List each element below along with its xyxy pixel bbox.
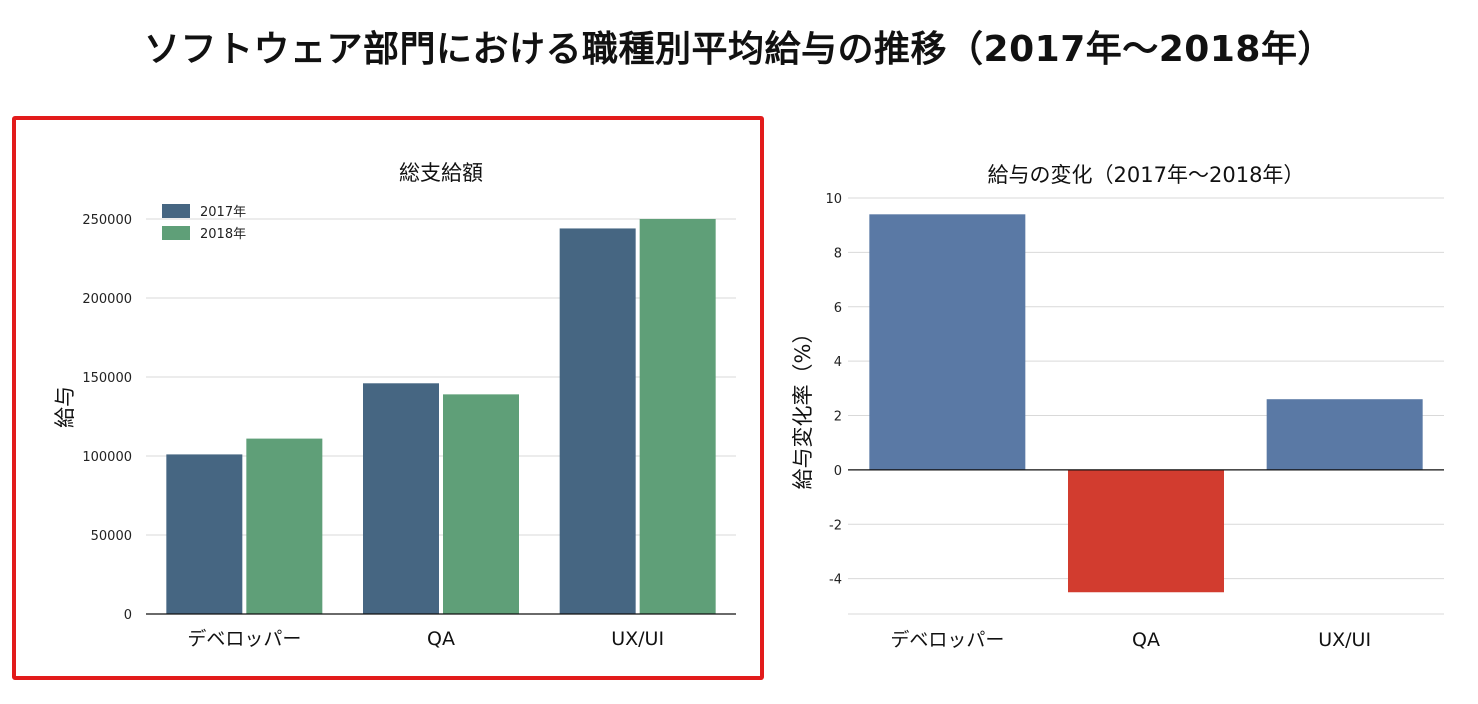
y-axis-label: 給与 [53,386,77,428]
chart-title: 給与の変化（2017年〜2018年） [988,163,1305,187]
y-tick-label: 200000 [82,292,132,307]
x-tick-label: デベロッパー [890,629,1004,651]
bar-2018-ux-ui [639,218,716,614]
y-tick-label: 2 [834,410,842,425]
chart-title: 総支給額 [399,161,483,185]
y-tick-label: 6 [834,301,842,316]
legend-label: 2018年 [200,227,246,242]
x-tick-label: QA [427,628,455,650]
y-axis-label: 給与変化率（%） [791,323,815,490]
highlight-frame [12,116,764,680]
x-tick-label: デベロッパー [187,628,301,650]
x-tick-label: UX/UI [611,628,664,650]
bar-2018-qa [443,394,519,614]
bar-2017-ux-ui [559,228,636,614]
bar-change-qa [1068,469,1224,593]
y-tick-label: 50000 [91,529,132,544]
y-tick-label: -4 [829,573,842,588]
bar-change-ux-ui [1266,399,1423,470]
y-tick-label: -2 [829,518,842,533]
y-tick-label: 10 [825,192,842,207]
y-tick-label: 250000 [82,213,132,228]
bar-2017-cat [166,454,243,614]
bar-change-cat [869,214,1026,470]
legend-label: 2017年 [200,205,246,220]
y-tick-label: 0 [834,464,842,479]
y-tick-label: 150000 [82,371,132,386]
x-tick-label: UX/UI [1318,629,1371,651]
y-tick-label: 8 [834,246,842,261]
y-tick-label: 100000 [82,450,132,465]
y-tick-label: 0 [124,608,132,623]
legend-swatch-2017 [162,204,190,218]
bar-2018-cat [246,438,323,614]
x-tick-label: QA [1132,629,1160,651]
bar-2017-qa [363,383,439,614]
y-tick-label: 4 [834,355,842,370]
page-title: ソフトウェア部門における職種別平均給与の推移（2017年〜2018年） [144,29,1334,70]
legend-swatch-2018 [162,226,190,240]
